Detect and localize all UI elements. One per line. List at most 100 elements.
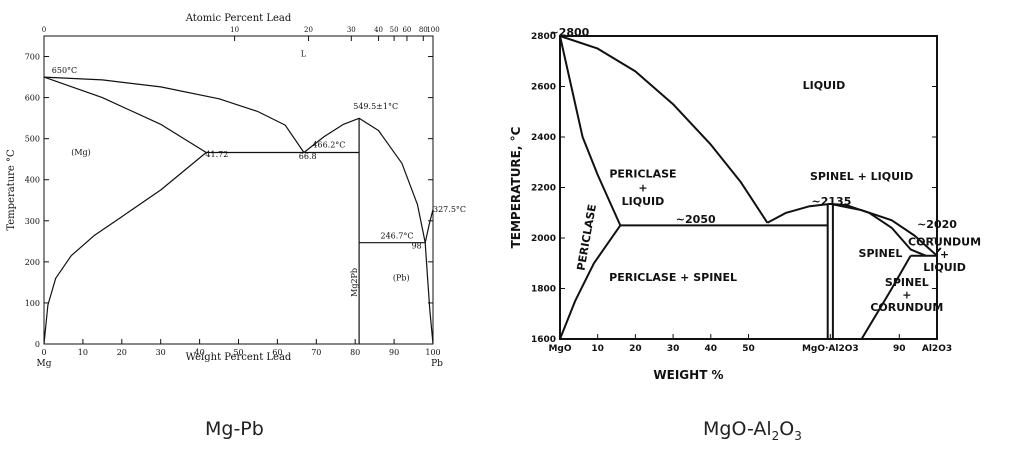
region-annotation: CORUNDUM [908,236,981,249]
region-annotation: 549.5±1°C [353,102,398,111]
end-label-right: Pb [431,359,443,369]
y-axis-label: TEMPERATURE, °C [509,126,523,248]
phase-boundary-line-4 [766,202,927,257]
phase-boundary-line-1 [559,35,622,226]
y-tick-label: 0 [35,340,40,349]
caption-part-1: MgO-Al [703,418,772,440]
x-tick-label: 40 [705,344,718,354]
y-tick-label: 700 [25,53,40,62]
region-annotation: ~2020 [917,218,957,231]
x-tick-label: 30 [667,344,680,354]
x-tick-label: MgO [548,344,571,354]
x2-tick-label: 60 [402,26,411,34]
x-tick-label: 20 [629,344,642,354]
phase-boundary-line-8 [424,242,434,345]
end-label-left: Mg [37,359,52,369]
x-tick-label: Al2O3 [922,344,952,354]
region-annotation: 41.72 [205,150,228,159]
x-tick-label: MgO·Al2O3 [802,344,859,354]
y-tick-label: 2400 [531,133,556,143]
phase-boundary-line-1 [43,76,207,154]
mgo-al2o3-chart-svg: 1600 1800 2000 2200 2400 2600 2800 MgO 10 20 30 40 5… [509,26,981,382]
x2-tick-label: 20 [304,26,313,34]
x-tick-label: 20 [117,348,127,357]
caption-mg-pb: Mg-Pb [205,418,264,440]
region-annotation: 246.7°C [380,231,413,240]
region-annotation: PERICLASE + SPINEL [609,271,737,284]
x2-tick-label: 100 [426,26,439,34]
caption-sub-1: 2 [771,428,780,443]
y-tick-label: 2200 [531,184,556,194]
phase-boundary-line-7 [424,209,434,243]
phase-boundary-line-5 [830,202,938,257]
y-axis-label: Temperature °C [6,149,17,231]
caption-sub-2: 3 [794,428,802,443]
region-annotation: 466.2°C [312,141,345,150]
mg-pb-phase-diagram: 0 100 200 300 400 500 600 700 0 10 20 30 40 50 60 70 80 9… [0,0,470,400]
region-annotation: (Pb) [393,273,410,282]
region-annotation: LIQUID [622,195,665,208]
region-annotation: LIQUID [923,261,966,274]
x-axis-label: WEIGHT % [653,368,723,382]
phase-boundary-line-0 [559,35,769,224]
x-tick-label: 90 [893,344,906,354]
region-annotation: + [940,248,949,261]
region-annotation: ~2135 [812,195,852,208]
x-tick-label: 50 [742,344,755,354]
region-annotation: SPINEL [859,247,903,260]
region-annotation: L [301,50,307,59]
y-tick-label: 2000 [531,234,556,244]
caption-part-2: O [779,418,795,440]
x2-tick-label: 10 [230,26,239,34]
phase-boundary-line-2 [559,224,622,340]
x-tick-label: 100 [425,348,440,357]
y-tick-label: 500 [25,135,40,144]
region-annotation: SPINEL [885,276,929,289]
y-tick-label: 2600 [531,83,556,93]
mgo-al2o3-phase-diagram: 1600 1800 2000 2200 2400 2600 2800 MgO 10 20 30 40 5… [500,0,1024,400]
y-tick-label: 1600 [531,335,556,345]
x-tick-label: 60 [272,348,282,357]
x-tick-label: 0 [41,348,46,357]
region-annotation: LIQUID [803,79,846,92]
x-axis-label: Weight Percent Lead [186,352,292,363]
x-tick-label: 10 [591,344,604,354]
x-tick-label: 70 [311,348,321,357]
region-annotation: SPINEL + LIQUID [810,170,913,183]
phase-boundary-line-0 [43,76,305,153]
y-tick-label: 400 [25,176,40,185]
y-tick-label: 1800 [531,285,556,295]
caption-mgo-al2o3: MgO-Al2O3 [703,418,802,443]
phase-boundary-line-9 [860,255,912,340]
region-annotation: 327.5°C [433,205,466,214]
region-annotation: ~2800 [550,26,590,39]
x-tick-label: 90 [389,348,399,357]
region-annotation: PERICLASE [609,167,676,180]
x-tick-label: 50 [233,348,243,357]
x-tick-label: 80 [350,348,360,357]
region-annotation: 66.8 [299,152,317,161]
region-annotation: (Mg) [71,148,91,157]
x2-tick-label: 40 [374,26,383,34]
y-tick-label: 600 [25,94,40,103]
x-tick-label: 30 [156,348,166,357]
y-tick-label: 300 [25,217,40,226]
region-annotation: CORUNDUM [870,301,943,314]
x2-tick-label: 50 [390,26,399,34]
region-annotation: 650°C [52,66,77,75]
plot-frame [43,35,434,345]
x2-tick-label: 80 [419,26,428,34]
x-tick-label: 40 [195,348,205,357]
region-annotation: ~2050 [676,213,716,226]
x2-tick-label: 30 [347,26,356,34]
y-tick-label: 2800 [531,32,556,42]
phase-boundary-line-4 [303,117,426,243]
phase-boundary-line-2 [43,152,207,345]
x-tick-label: 10 [78,348,88,357]
region-annotation: + [638,181,647,194]
caption-mg-pb-text: Mg-Pb [205,418,264,440]
region-annotation: + [902,289,911,302]
region-annotation: 98 [412,241,422,250]
plot-frame [559,35,938,340]
